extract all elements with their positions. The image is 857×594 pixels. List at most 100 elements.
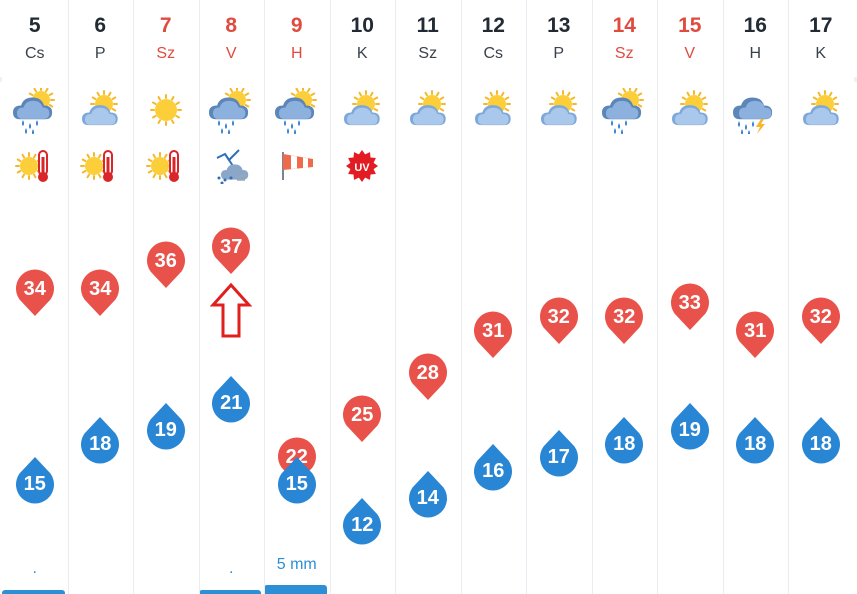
day-abbreviation: Cs [483, 45, 504, 62]
day-number: 14 [612, 14, 636, 37]
min-temperature-value: 18 [89, 432, 112, 455]
day-column[interactable]: 11 Sz 28 14 [395, 0, 461, 594]
day-number: 15 [678, 14, 702, 37]
partly-cloudy-sun-icon [788, 88, 854, 134]
max-temperature-marker: 34 [15, 269, 55, 317]
day-abbreviation: P [94, 45, 106, 62]
max-temperature-value: 34 [89, 278, 112, 300]
storm-wind-icon [199, 148, 265, 184]
day-column[interactable]: 17 K 32 18 [788, 0, 854, 594]
showers-partly-cloudy-icon [592, 88, 658, 134]
day-column[interactable]: 9H 22155 mm [264, 0, 330, 594]
day-column[interactable]: 16 H 31 18 [722, 0, 789, 594]
min-temperature-marker: 18 [80, 416, 120, 464]
day-number: 16 [743, 14, 767, 37]
min-temperature-marker: 19 [670, 402, 710, 450]
partly-cloudy-sun-icon [68, 88, 134, 134]
day-column[interactable]: 6 P 34 18 [67, 0, 134, 594]
day-abbreviation: P [553, 45, 565, 62]
min-temperature-marker: 18 [735, 416, 775, 464]
partly-cloudy-sun-icon [395, 88, 461, 134]
day-number: 9 [290, 14, 303, 37]
min-temperature-value: 18 [809, 432, 832, 455]
column-divider [67, 0, 69, 594]
day-column[interactable]: 7 Sz 36 19 [133, 0, 199, 594]
min-temperature-value: 15 [285, 473, 308, 495]
max-temperature-value: 37 [220, 236, 243, 258]
max-temperature-marker: 32 [539, 297, 579, 345]
partly-cloudy-sun-icon [657, 88, 723, 134]
day-abbreviation: Cs [24, 45, 45, 62]
column-divider [591, 0, 593, 594]
heat-thermometer-icon [68, 148, 134, 184]
min-temperature-marker: 16 [473, 443, 513, 491]
windsock-icon [264, 148, 330, 184]
day-abbreviation: Sz [614, 45, 634, 62]
min-temperature-marker: 15 [277, 456, 317, 504]
max-temperature-marker: 31 [473, 311, 513, 359]
min-temperature-marker: 21 [211, 375, 251, 423]
column-divider [657, 0, 658, 594]
day-number: 13 [547, 14, 571, 37]
day-abbreviation: K [356, 45, 368, 62]
day-abbreviation: H [749, 45, 762, 62]
partly-cloudy-sun-icon [526, 88, 592, 134]
max-temperature-value: 32 [547, 306, 570, 328]
day-column[interactable]: 15 V 33 19 [657, 0, 723, 594]
min-temperature-value: 18 [744, 432, 767, 455]
day-abbreviation: V [684, 45, 696, 62]
uv-warning-icon: UV [330, 148, 396, 184]
column-divider [526, 0, 527, 594]
precipitation-bar [264, 585, 327, 594]
min-temperature-value: 17 [547, 446, 570, 468]
max-temperature-marker: 37 [211, 227, 251, 275]
day-abbreviation: K [815, 45, 827, 62]
min-temperature-value: 15 [23, 473, 46, 495]
precipitation-bar [2, 590, 65, 594]
min-temperature-value: 14 [416, 486, 439, 509]
precipitation-trace: . [32, 560, 37, 577]
min-temperature-marker: 19 [146, 402, 186, 450]
day-column[interactable]: 14 Sz 32 18 [591, 0, 658, 594]
column-divider [264, 0, 265, 594]
column-divider [133, 0, 134, 594]
day-column[interactable]: 13 P 32 17 [526, 0, 592, 594]
min-temperature-value: 18 [613, 432, 636, 455]
max-temperature-value: 32 [809, 306, 832, 328]
day-number: 7 [159, 14, 172, 37]
min-temperature-value: 19 [154, 419, 177, 441]
precipitation-bar [198, 590, 261, 594]
day-number: 5 [28, 14, 41, 37]
day-column[interactable]: 5 Cs 34 15. [2, 0, 68, 594]
max-temperature-marker: 25 [342, 395, 382, 443]
day-number: 10 [350, 14, 374, 37]
max-temperature-value: 32 [613, 306, 636, 328]
thunderstorm-icon [723, 88, 789, 134]
day-number: 11 [416, 14, 439, 37]
max-temperature-marker: 34 [80, 269, 120, 317]
up-arrow-outline-icon [210, 282, 252, 338]
max-temperature-marker: 32 [604, 297, 644, 345]
column-divider [198, 0, 200, 594]
max-temperature-value: 28 [416, 362, 439, 384]
day-column[interactable]: 10 K UV 25 12 [329, 0, 396, 594]
max-temperature-value: 33 [678, 292, 701, 314]
min-temperature-marker: 17 [539, 429, 579, 477]
min-temperature-value: 21 [220, 392, 243, 414]
min-temperature-marker: 18 [801, 416, 841, 464]
max-temperature-value: 36 [154, 250, 177, 272]
min-temperature-marker: 14 [408, 470, 448, 518]
heat-thermometer-icon [2, 148, 68, 184]
max-temperature-marker: 33 [670, 283, 710, 331]
max-temperature-value: 31 [482, 320, 505, 342]
max-temperature-value: 31 [744, 320, 767, 342]
day-number: 8 [225, 14, 238, 37]
max-temperature-marker: 32 [801, 297, 841, 345]
precipitation-amount: 5 mm [276, 556, 317, 573]
day-column[interactable]: 12 Cs 31 16 [460, 0, 526, 594]
day-abbreviation: V [225, 45, 237, 62]
max-temperature-marker: 28 [408, 353, 448, 401]
day-abbreviation: Sz [418, 45, 438, 62]
day-number: 17 [809, 14, 833, 37]
min-temperature-value: 19 [678, 419, 701, 441]
